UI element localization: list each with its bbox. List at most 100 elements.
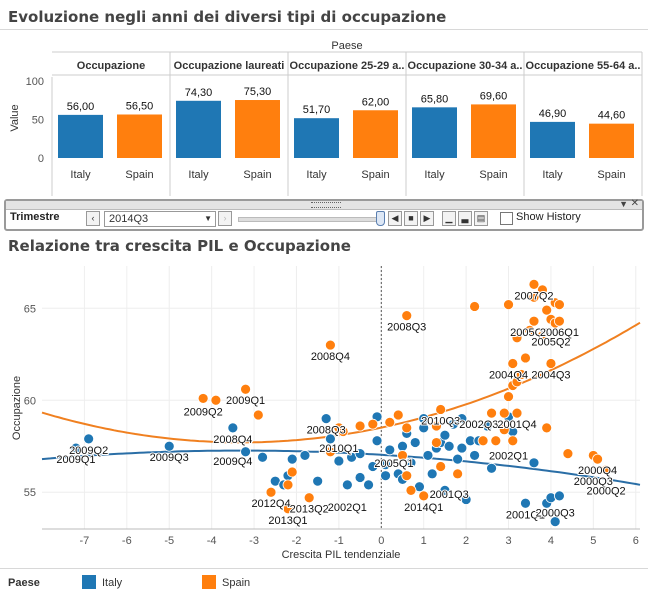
speed-medium-button[interactable]: ▃ bbox=[458, 211, 472, 226]
point-label: 2010Q1 bbox=[319, 443, 358, 455]
scatter-point-italy bbox=[320, 413, 332, 425]
scatter-point-spain bbox=[418, 490, 430, 502]
point-label: 2001Q4 bbox=[497, 419, 536, 431]
point-label: 2008Q4 bbox=[213, 434, 252, 446]
scatter-point-spain bbox=[498, 424, 510, 436]
collapse-icon[interactable]: ▼ bbox=[619, 199, 628, 209]
legend-title: Paese bbox=[8, 577, 40, 589]
bar-spain bbox=[353, 110, 398, 158]
slider-thumb[interactable] bbox=[376, 211, 385, 226]
scatter-point-italy bbox=[397, 440, 408, 452]
scatter-point-spain bbox=[507, 435, 519, 447]
scatter-point-italy bbox=[299, 450, 311, 461]
point-label: 2005Q1 bbox=[374, 458, 413, 470]
scatter-point-italy bbox=[354, 472, 366, 483]
scatter-point-spain bbox=[252, 409, 264, 421]
scatter-point-italy bbox=[363, 479, 374, 491]
scatter-point-spain bbox=[431, 437, 442, 448]
scatter-point-italy bbox=[70, 442, 82, 454]
bar-category-label: Spain bbox=[243, 169, 271, 181]
scatter-point-italy bbox=[341, 479, 353, 491]
bar-spain bbox=[471, 104, 516, 158]
scatter-point-italy bbox=[380, 470, 391, 482]
point-label: 2009Q4 bbox=[213, 456, 252, 468]
speed-fast-button[interactable]: ▤ bbox=[474, 211, 488, 226]
divider bbox=[0, 568, 648, 569]
scatter-point-italy bbox=[422, 450, 434, 461]
play-button[interactable]: ▶ bbox=[420, 211, 434, 226]
scatter-point-italy bbox=[409, 437, 421, 448]
bar-data-label: 56,50 bbox=[126, 100, 154, 112]
step-back-button[interactable]: ◀ bbox=[388, 211, 402, 226]
scatter-point-spain bbox=[503, 391, 514, 402]
point-label: 2001Q1 bbox=[506, 509, 545, 521]
point-label: 2001Q3 bbox=[430, 489, 469, 501]
scatter-point-spain bbox=[324, 339, 336, 351]
bar-data-label: 44,60 bbox=[598, 110, 626, 122]
previous-button[interactable]: ‹ bbox=[86, 211, 100, 226]
point-label: 2004Q4 bbox=[489, 369, 528, 381]
bar-data-label: 74,30 bbox=[185, 87, 213, 99]
bar-header: Paese bbox=[331, 40, 362, 52]
bar-panel-title: Occupazione 55-64 a.. bbox=[526, 60, 641, 72]
legend-swatch-spain bbox=[202, 575, 216, 589]
scatter-point-italy bbox=[469, 450, 480, 461]
point-label: 2013Q2 bbox=[290, 504, 329, 516]
next-button[interactable]: › bbox=[218, 211, 232, 226]
scatter-point-spain bbox=[537, 284, 548, 296]
scatter-point-italy bbox=[439, 429, 451, 441]
scatter-point-spain bbox=[537, 330, 548, 342]
close-icon[interactable]: ✕ bbox=[630, 198, 639, 209]
bar-category-label: Italy bbox=[188, 169, 209, 181]
scatter-point-spain bbox=[397, 450, 408, 461]
bar-data-label: 65,80 bbox=[421, 93, 449, 105]
point-label: 2002Q1 bbox=[489, 450, 528, 462]
bar-spain bbox=[589, 123, 634, 158]
point-label: 2002Q3 bbox=[459, 419, 498, 431]
scatter-point-italy bbox=[367, 461, 379, 472]
scatter-point-spain bbox=[469, 301, 480, 312]
slider-track[interactable] bbox=[238, 217, 384, 222]
scatter-point-italy bbox=[312, 475, 324, 487]
x-tick-label: 4 bbox=[548, 535, 554, 547]
scatter-point-spain bbox=[528, 291, 540, 303]
scatter-point-spain bbox=[303, 492, 315, 504]
quarter-select[interactable]: 2014Q3 ▼ bbox=[104, 211, 216, 227]
point-label: 2008Q3 bbox=[387, 322, 426, 334]
bar-italy bbox=[58, 114, 103, 158]
bar-y-tick-label: 100 bbox=[26, 76, 44, 88]
bar-category-label: Spain bbox=[361, 169, 389, 181]
bar-category-label: Italy bbox=[542, 169, 563, 181]
scatter-point-spain bbox=[401, 422, 413, 434]
scatter-point-spain bbox=[562, 448, 574, 459]
legend-label-spain: Spain bbox=[222, 577, 251, 589]
show-history-checkbox[interactable] bbox=[500, 212, 513, 225]
scatter-point-italy bbox=[333, 455, 345, 467]
scatter-point-italy bbox=[405, 457, 417, 469]
toolbar-drag-handle[interactable] bbox=[6, 201, 642, 210]
bar-category-label: Italy bbox=[424, 169, 445, 181]
point-label: 2014Q1 bbox=[404, 502, 443, 514]
scatter-point-spain bbox=[367, 418, 379, 430]
bar-italy bbox=[176, 100, 221, 158]
y-tick-label: 55 bbox=[24, 487, 36, 499]
scatter-point-spain bbox=[282, 503, 294, 515]
scatter-point-italy bbox=[486, 462, 497, 474]
point-label: 2009Q2 bbox=[184, 406, 223, 418]
x-tick-label: 3 bbox=[505, 535, 511, 547]
bar-panel-title: Occupazione 30-34 a.. bbox=[408, 60, 523, 72]
scatter-point-italy bbox=[163, 440, 175, 452]
scatter-point-italy bbox=[257, 451, 268, 463]
scatter-point-italy bbox=[481, 420, 493, 432]
scatter-point-italy bbox=[554, 490, 565, 502]
bar-spain bbox=[235, 100, 280, 158]
speed-slow-button[interactable]: ▁ bbox=[442, 211, 456, 226]
scatter-point-spain bbox=[282, 479, 294, 491]
point-label: 2009Q2 bbox=[69, 445, 108, 457]
bar-panel-title: Occupazione 25-29 a.. bbox=[290, 60, 405, 72]
point-label: 2000Q3 bbox=[574, 476, 613, 488]
scatter-point-italy bbox=[456, 442, 468, 454]
point-label: 2005Q3 bbox=[510, 327, 549, 339]
scatter-point-spain bbox=[265, 486, 277, 498]
stop-button[interactable]: ■ bbox=[404, 211, 418, 226]
